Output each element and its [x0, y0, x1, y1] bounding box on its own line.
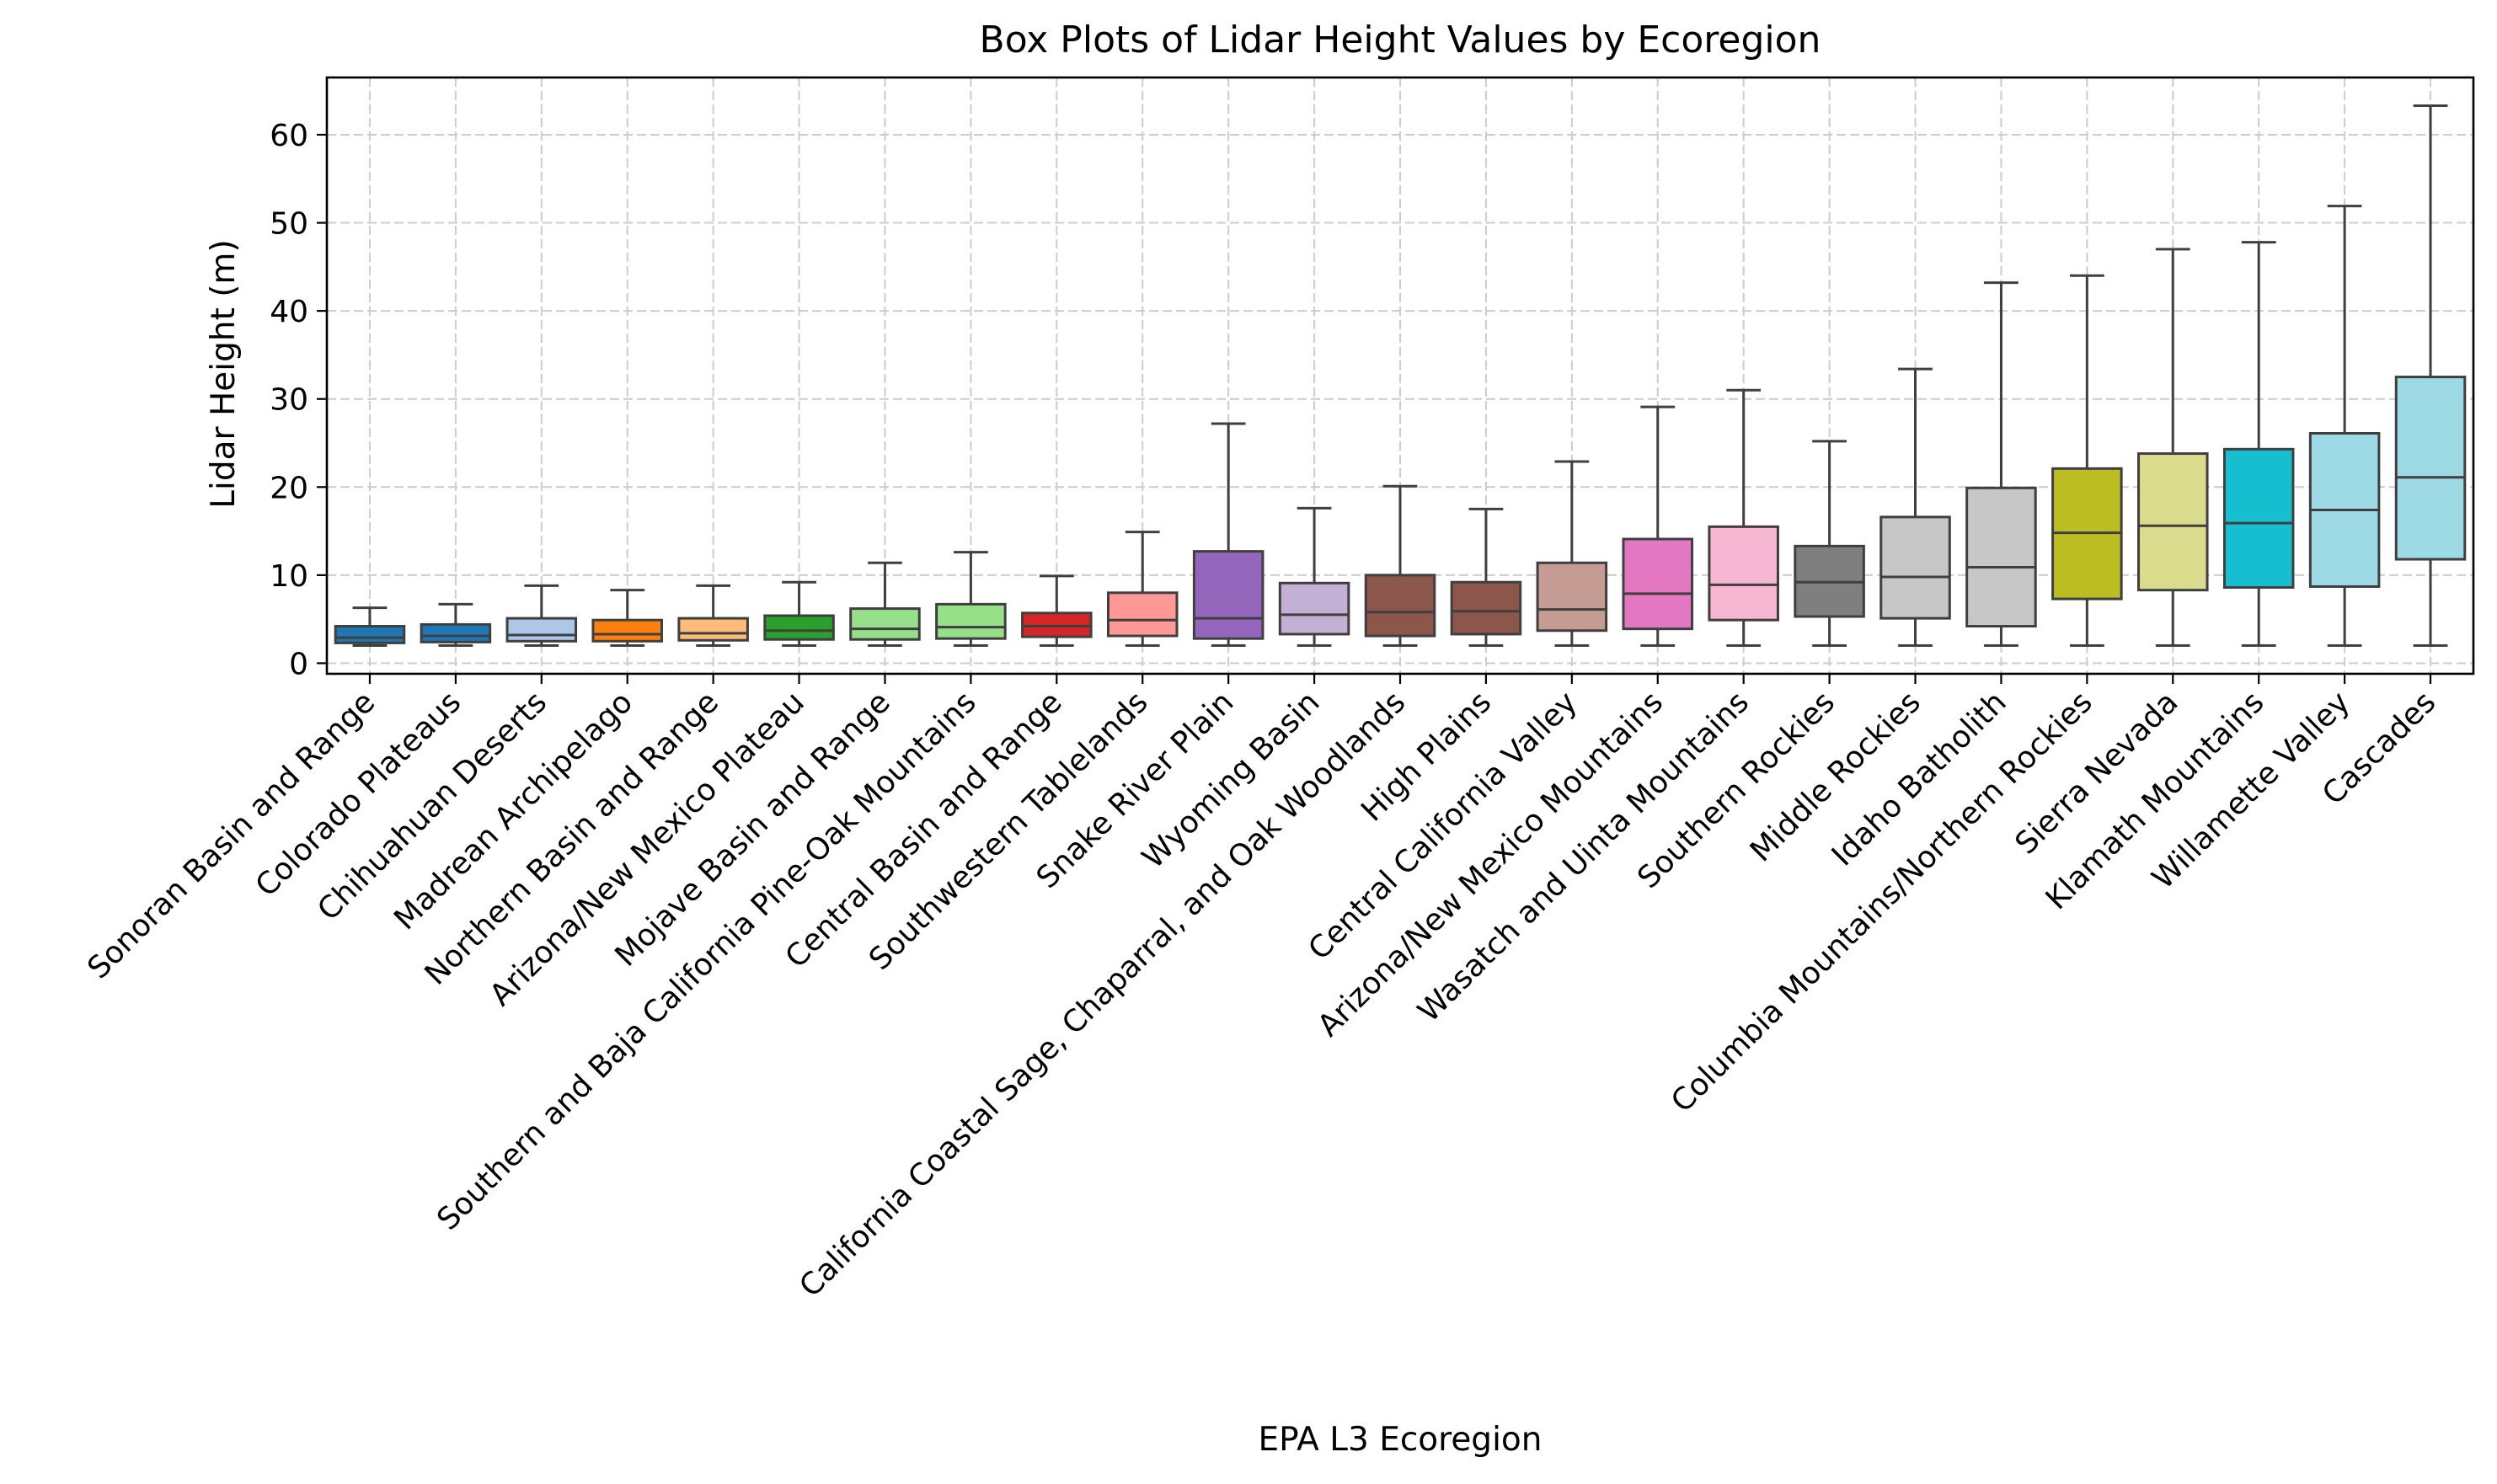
y-axis-label: Lidar Height (m)	[205, 239, 243, 508]
box-1	[334, 606, 406, 648]
box-iqr	[591, 618, 663, 643]
box-iqr	[1965, 486, 2037, 628]
box-25	[2394, 104, 2467, 648]
box-9	[1021, 574, 1093, 648]
y-tick-label: 50	[270, 207, 308, 242]
box-iqr	[1278, 581, 1350, 636]
box-iqr	[420, 622, 492, 643]
box-16	[1622, 405, 1694, 648]
box-3	[505, 584, 578, 648]
box-8	[935, 551, 1007, 648]
box-17	[1708, 388, 1779, 648]
box-6	[763, 580, 835, 648]
box-iqr	[334, 625, 406, 644]
box-iqr	[763, 614, 835, 641]
box-series	[334, 104, 2467, 648]
box-19	[1879, 367, 1951, 648]
box-iqr	[1106, 591, 1179, 638]
box-24	[2308, 205, 2381, 648]
y-tick-label: 10	[270, 559, 308, 594]
y-tick-label: 60	[270, 119, 308, 153]
box-22	[2137, 248, 2209, 648]
box-11	[1192, 422, 1265, 648]
box-5	[677, 584, 749, 648]
box-iqr	[849, 607, 921, 641]
x-axis-label: EPA L3 Ecoregion	[1259, 1421, 1543, 1459]
box-iqr	[1192, 550, 1265, 640]
box-iqr	[2222, 447, 2295, 590]
y-tick-label: 40	[270, 295, 308, 329]
y-tick-label: 20	[270, 471, 308, 505]
box-15	[1536, 460, 1608, 648]
y-axis: 0 10 20 30 40 50 60	[270, 119, 327, 681]
box-10	[1106, 531, 1179, 648]
box-2	[420, 602, 492, 648]
box-iqr	[1536, 561, 1608, 633]
box-14	[1450, 507, 1522, 648]
box-iqr	[505, 617, 578, 643]
box-iqr	[1450, 580, 1522, 636]
box-iqr	[935, 602, 1007, 640]
box-iqr	[1622, 537, 1694, 631]
y-tick-label: 30	[270, 383, 308, 418]
box-iqr	[2137, 452, 2209, 592]
y-tick-label: 0	[289, 647, 308, 681]
box-iqr	[677, 617, 749, 642]
box-iqr	[1708, 525, 1779, 622]
box-iqr	[2394, 376, 2467, 561]
box-18	[1794, 440, 1865, 648]
box-iqr	[1021, 611, 1093, 638]
box-7	[849, 561, 921, 648]
box-12	[1278, 506, 1350, 648]
box-21	[2051, 274, 2123, 648]
chart-title: Box Plots of Lidar Height Values by Ecor…	[980, 19, 1821, 61]
box-13	[1364, 484, 1436, 648]
box-20	[1965, 281, 2037, 648]
box-23	[2222, 241, 2295, 648]
box-4	[591, 589, 663, 648]
box-iqr	[1364, 574, 1436, 638]
box-iqr	[1879, 515, 1951, 620]
